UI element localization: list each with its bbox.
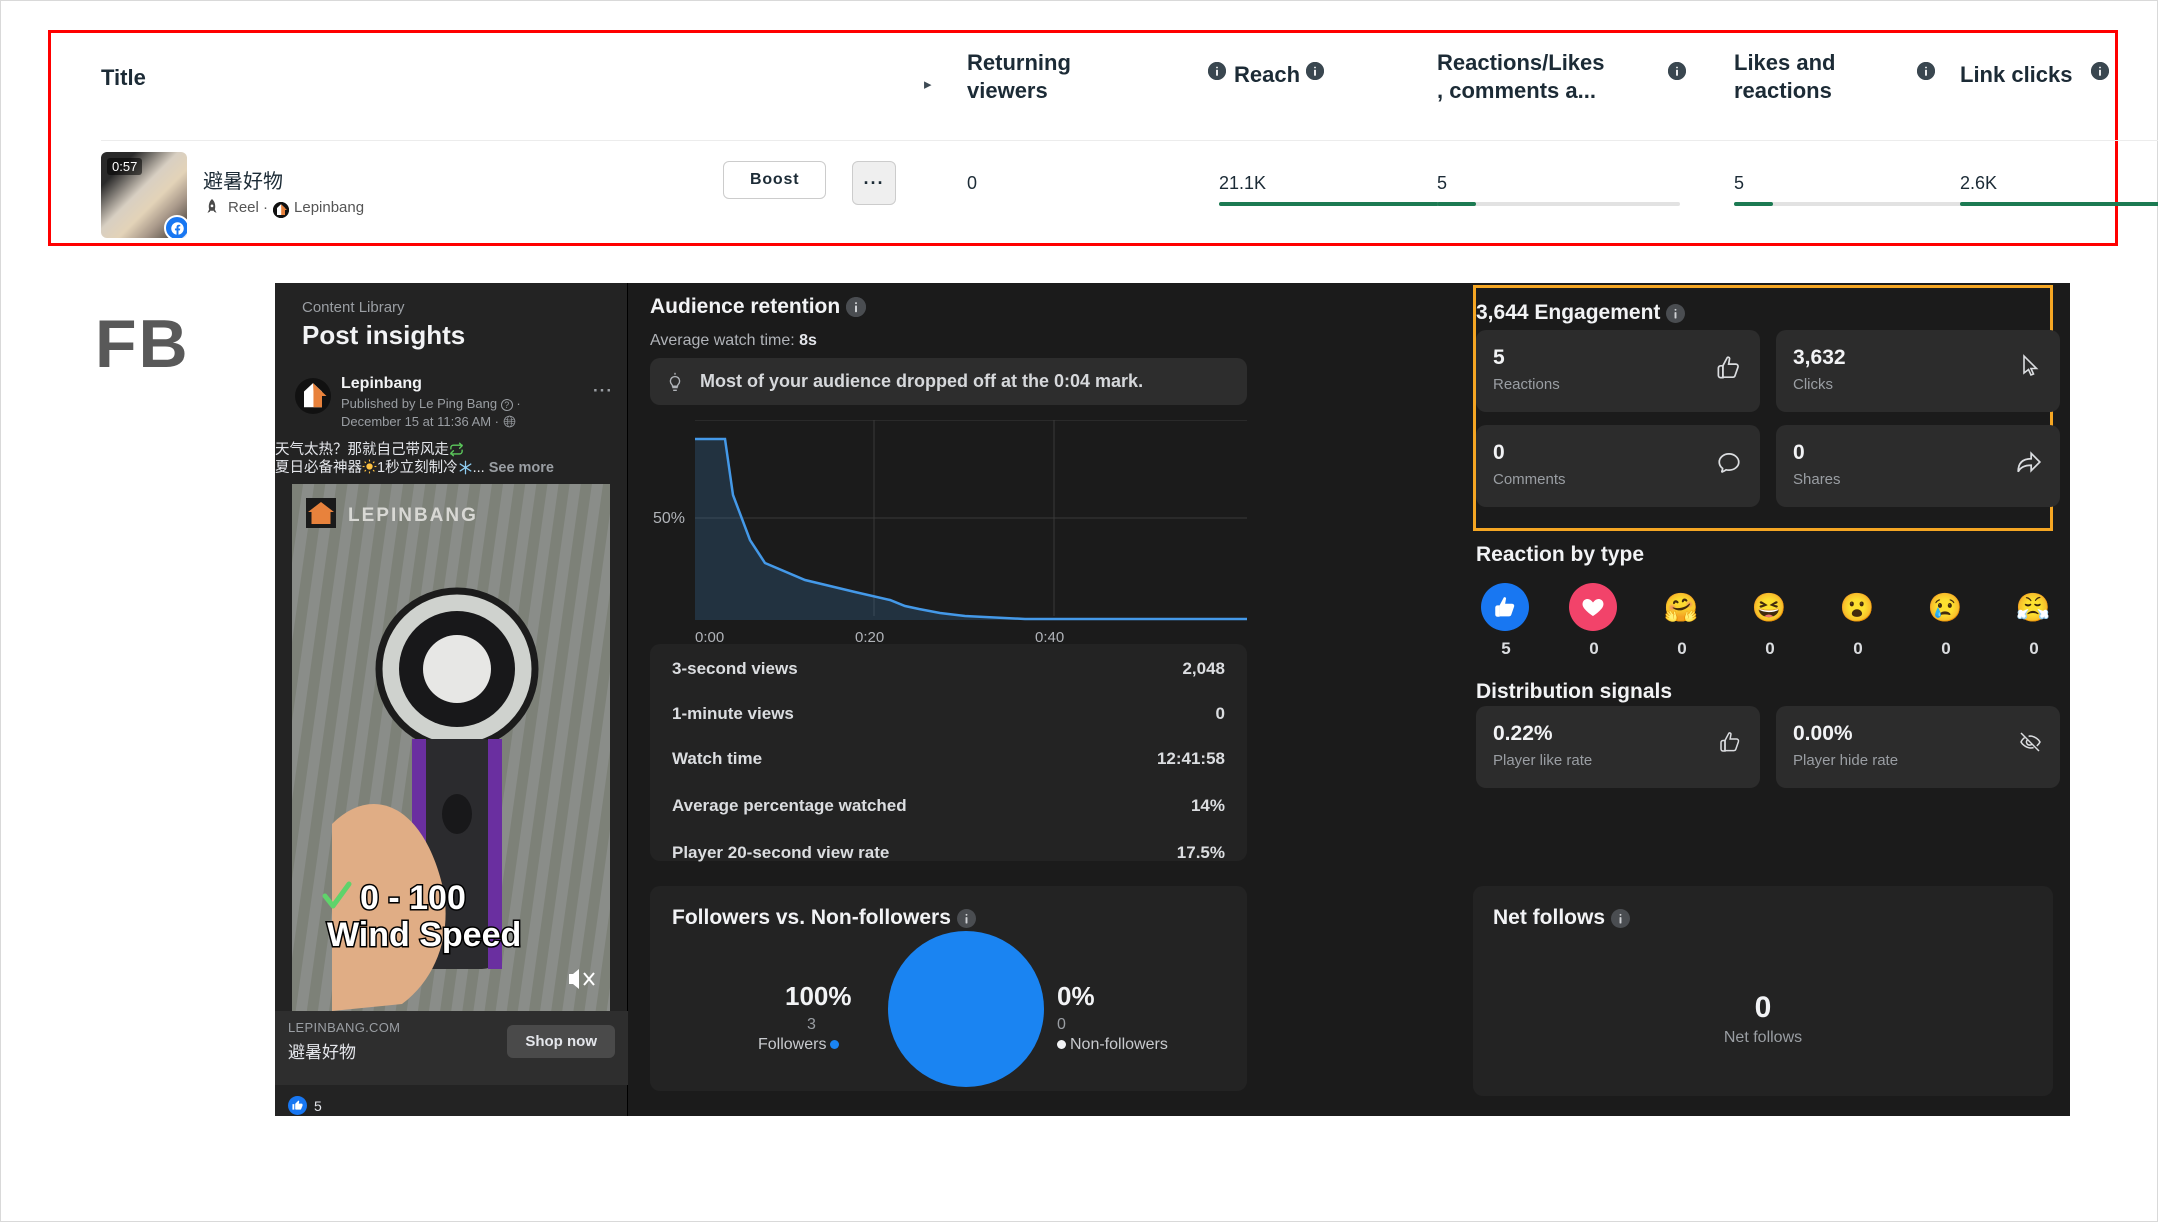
svg-text:Wind Speed: Wind Speed	[327, 916, 521, 954]
svg-text:0 - 100: 0 - 100	[360, 879, 466, 917]
svg-text:LEPINBANG: LEPINBANG	[348, 505, 478, 526]
svg-text:0:20: 0:20	[855, 629, 884, 644]
svg-text:50%: 50%	[653, 510, 685, 527]
svg-text:0:40: 0:40	[1035, 629, 1064, 644]
svg-text:0:00: 0:00	[695, 629, 724, 644]
